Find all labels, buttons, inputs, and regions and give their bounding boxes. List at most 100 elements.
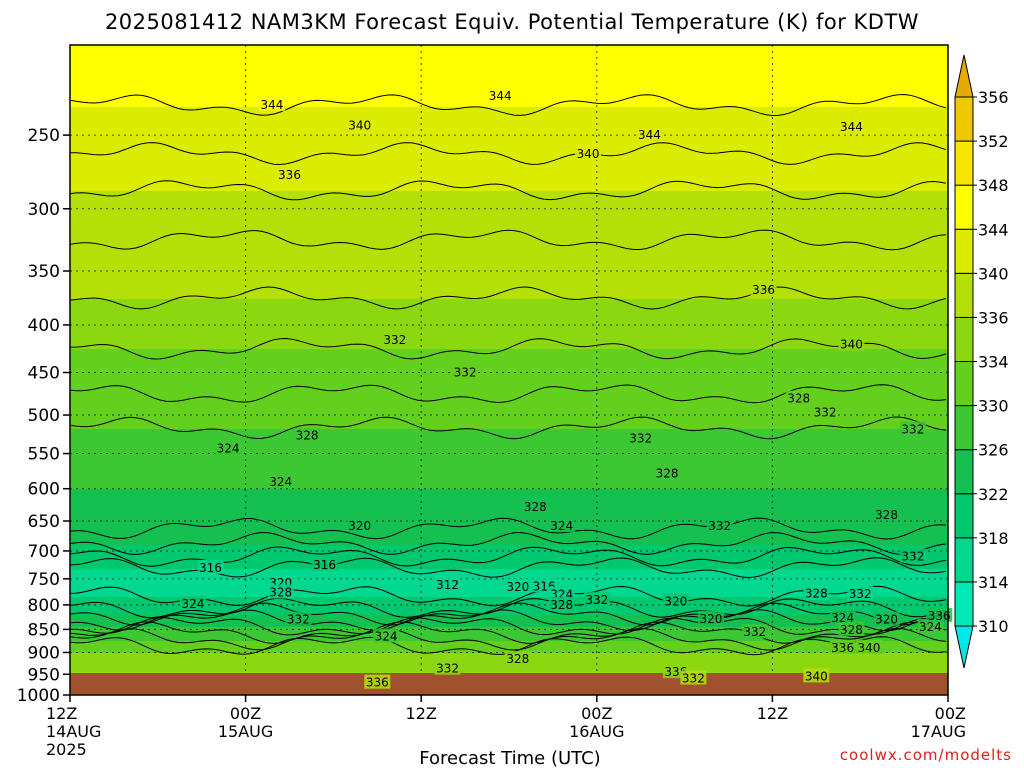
- theta-band: [70, 443, 948, 445]
- contour-label: 336: [276, 167, 303, 182]
- theta-band: [70, 115, 948, 117]
- contour-label-bg: [504, 578, 531, 593]
- theta-band: [70, 267, 948, 269]
- contour-label-text: 332: [383, 333, 406, 347]
- theta-band: [70, 243, 948, 245]
- theta-band: [70, 527, 948, 529]
- contour-label-text: 336: [928, 609, 951, 623]
- colorbar-label: 344: [978, 220, 1009, 239]
- theta-band: [70, 241, 948, 243]
- theta-band: [70, 597, 948, 599]
- theta-band: [70, 67, 948, 69]
- contour-label-bg: [285, 611, 312, 626]
- theta-band: [70, 141, 948, 143]
- theta-band: [70, 269, 948, 271]
- contour-label-text: 332: [901, 422, 924, 436]
- contour-label-bg: [899, 548, 926, 563]
- theta-band: [70, 309, 948, 311]
- contour-label-text: 332: [287, 613, 310, 627]
- contour-label: 324: [548, 517, 575, 533]
- theta-band: [70, 513, 948, 515]
- theta-band: [70, 501, 948, 503]
- contour-label-text: 332: [814, 406, 837, 420]
- contour-label: 328: [504, 651, 531, 666]
- contour-label-text: 332: [708, 519, 731, 533]
- theta-band: [70, 201, 948, 203]
- contour-label-text: 332: [901, 550, 924, 564]
- x-tick-label: 00Z: [230, 704, 261, 723]
- contour-label: 332: [899, 421, 926, 436]
- theta-band: [70, 297, 948, 299]
- contour-label: 328: [294, 427, 321, 443]
- theta-band: [70, 465, 948, 467]
- theta-band: [70, 271, 948, 273]
- contour-label: 324: [917, 618, 944, 634]
- theta-band: [70, 337, 948, 339]
- contour-label: 332: [847, 586, 874, 601]
- contour-line: [70, 609, 947, 632]
- theta-band: [70, 245, 948, 247]
- contour-line: [70, 616, 947, 636]
- contour-label-text: 328: [269, 586, 292, 600]
- theta-band: [70, 519, 948, 521]
- theta-band: [70, 599, 948, 601]
- y-tick-label: 250: [28, 126, 60, 146]
- theta-band: [70, 517, 948, 519]
- theta-band: [70, 327, 948, 329]
- contour-label: 324: [373, 628, 400, 643]
- theta-band: [70, 81, 948, 83]
- contour-line: [70, 180, 947, 201]
- theta-band: [70, 371, 948, 373]
- theta-band: [70, 545, 948, 547]
- theta-band: [70, 427, 948, 429]
- theta-band: [70, 275, 948, 277]
- contour-label-bg: [487, 88, 514, 103]
- contour-label: 328: [522, 499, 549, 514]
- theta-band: [70, 355, 948, 357]
- theta-band: [70, 223, 948, 225]
- theta-band: [70, 299, 948, 301]
- theta-band: [70, 45, 948, 47]
- theta-band: [70, 351, 948, 353]
- contour-label-bg: [548, 517, 575, 532]
- contour-label-bg: [364, 674, 391, 689]
- theta-band: [70, 379, 948, 381]
- contour-line: [70, 517, 947, 540]
- theta-band: [70, 535, 948, 537]
- theta-band: [70, 259, 948, 261]
- contour-label-text: 336: [366, 676, 389, 690]
- theta-band: [70, 537, 948, 539]
- theta-band: [70, 409, 948, 411]
- colorbar-label: 310: [978, 617, 1009, 636]
- contour-label-text: 332: [585, 593, 608, 607]
- theta-band: [70, 195, 948, 197]
- theta-band: [70, 75, 948, 77]
- contour-label-text: 324: [269, 475, 292, 489]
- contour-label: 324: [829, 609, 856, 625]
- theta-band: [70, 281, 948, 283]
- theta-band: [70, 403, 948, 405]
- contour-line: [70, 384, 947, 404]
- contour-label-text: 340: [858, 641, 881, 655]
- theta-band: [70, 265, 948, 267]
- theta-band: [70, 551, 948, 553]
- contour-label: 328: [873, 506, 900, 522]
- x-tick-label: 17AUG: [911, 722, 966, 741]
- theta-band: [70, 399, 948, 401]
- contour-label: 336: [926, 607, 953, 623]
- theta-band: [70, 469, 948, 471]
- theta-band: [70, 153, 948, 155]
- contour-label-bg: [627, 430, 654, 445]
- theta-band: [70, 635, 948, 637]
- contour-label-bg: [917, 618, 944, 633]
- theta-band: [70, 445, 948, 447]
- theta-band: [70, 209, 948, 211]
- theta-band: [70, 159, 948, 161]
- theta-band: [70, 171, 948, 173]
- contour-label-text: 336: [752, 283, 775, 297]
- contour-label-text: 316: [199, 561, 222, 575]
- theta-band: [70, 103, 948, 105]
- contour-label-text: 320: [664, 594, 687, 608]
- contour-label-text: 328: [875, 508, 898, 522]
- contour-label-bg: [267, 473, 294, 488]
